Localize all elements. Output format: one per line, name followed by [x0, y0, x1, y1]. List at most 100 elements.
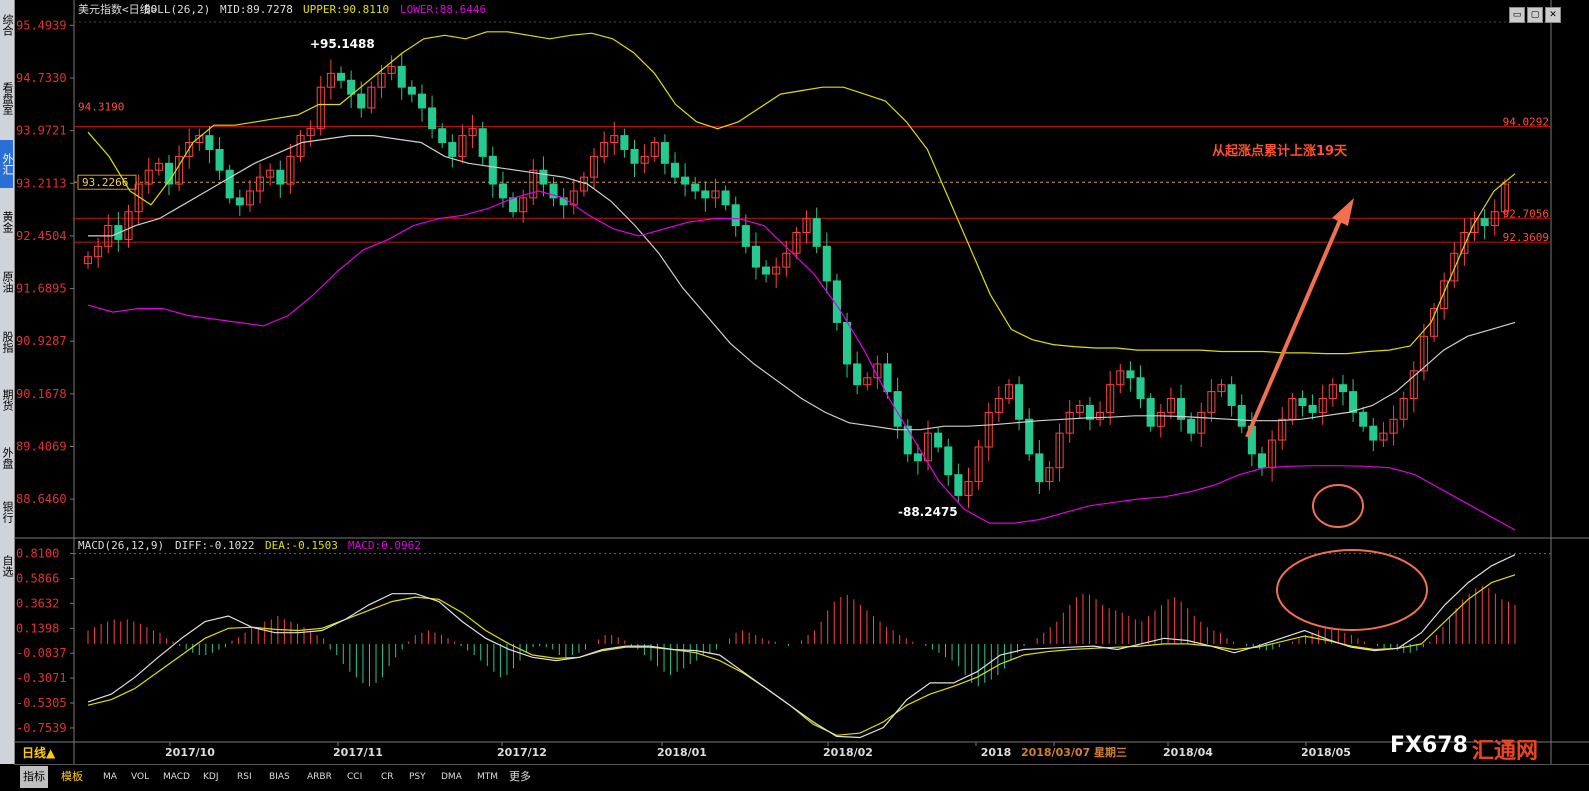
- left-tab-9[interactable]: 自选: [1, 555, 14, 577]
- candle-body: [731, 204, 740, 227]
- candle-body: [964, 481, 973, 496]
- level-label: 94.0292: [1503, 116, 1549, 129]
- left-tab-6[interactable]: 期货: [1, 389, 14, 411]
- left-tab-1[interactable]: 看盘室: [1, 81, 14, 115]
- candle-body: [1490, 211, 1499, 227]
- main-y-tick: 90.1678: [16, 387, 67, 401]
- indicator-tab-4[interactable]: MACD: [163, 772, 190, 782]
- left-tab-5[interactable]: 股指: [1, 331, 14, 353]
- indicator-tab-3[interactable]: VOL: [131, 772, 150, 782]
- indicator-tab-6[interactable]: RSI: [237, 772, 252, 782]
- maximize-icon[interactable]: ▢: [1527, 7, 1543, 23]
- indicator-tab-5[interactable]: KDJ: [203, 772, 219, 782]
- candle-body: [417, 93, 427, 109]
- macd-header-0: MACD(26,12,9): [78, 539, 164, 552]
- macd-circle: [1276, 549, 1428, 631]
- period-selector[interactable]: 日线▲: [22, 746, 56, 760]
- candle-body: [478, 128, 487, 157]
- candle-body: [883, 363, 892, 393]
- indicator-tab-13[interactable]: MTM: [477, 772, 499, 782]
- candle-body: [610, 135, 619, 144]
- candle-body: [468, 128, 477, 137]
- candle-body: [357, 93, 366, 109]
- candle-body: [741, 225, 750, 247]
- candle-body: [843, 321, 852, 365]
- candle-body: [1096, 411, 1105, 420]
- left-tab-2[interactable]: 外汇: [0, 140, 14, 188]
- close-icon[interactable]: ✕: [1545, 7, 1561, 23]
- indicator-tab-14[interactable]: 更多: [509, 770, 531, 783]
- level-label: 92.7056: [1503, 207, 1549, 220]
- left-tab-4[interactable]: 原油: [1, 271, 14, 293]
- candle-body: [549, 183, 558, 199]
- left-tab-3[interactable]: 黄金: [1, 211, 14, 233]
- left-sidebar: 综合看盘室外汇黄金原油股指期货外盘银行自选: [0, 0, 15, 764]
- candle-body: [1440, 280, 1449, 310]
- candle-body: [691, 183, 700, 192]
- indicator-tab-0[interactable]: 指标: [20, 766, 48, 788]
- left-tab-8[interactable]: 银行: [1, 501, 14, 523]
- indicator-tab-row: 指标 模板 MA VOL MACD KDJ RSI BIAS ARBR CCI CR PSY DMA MT…: [0, 764, 560, 790]
- macd-header-3: MACD:0.0962: [348, 539, 421, 552]
- logo-text: FX678: [1390, 733, 1468, 758]
- candle-body: [620, 135, 629, 150]
- level-label: 92.3609: [1503, 231, 1549, 244]
- macd-header-1: DIFF:-0.1022: [175, 539, 254, 552]
- candle-body: [1217, 384, 1226, 393]
- left-tab-7[interactable]: 外盘: [1, 447, 14, 469]
- candle-body: [751, 245, 760, 268]
- macd-dea-line: [87, 574, 1516, 736]
- x-tick: 2018/02: [823, 746, 873, 759]
- candle-body: [164, 162, 174, 185]
- rally-note: 从起涨点累计上涨19天: [1212, 143, 1348, 159]
- indicator-tab-2[interactable]: MA: [103, 772, 117, 782]
- candle-body: [1298, 398, 1307, 406]
- x-tick: 2017/12: [497, 746, 547, 759]
- candle-body: [1176, 398, 1186, 420]
- candle-body: [387, 65, 396, 74]
- indicator-tab-12[interactable]: DMA: [441, 772, 462, 782]
- candle-body: [1237, 404, 1246, 427]
- candle-body: [1318, 398, 1327, 413]
- candle-body: [1359, 411, 1368, 427]
- candle-body: [235, 197, 244, 206]
- candle-body: [1328, 384, 1337, 400]
- indicator-tab-7[interactable]: BIAS: [269, 772, 290, 782]
- indicator-tab-10[interactable]: CR: [381, 772, 394, 782]
- indicator-tab-9[interactable]: CCI: [347, 772, 363, 782]
- candle-body: [1187, 418, 1196, 434]
- candle-body: [1460, 231, 1469, 254]
- candle-body: [276, 169, 285, 185]
- candle-body: [134, 183, 143, 213]
- candle-body: [215, 148, 224, 171]
- candle-body: [256, 176, 265, 192]
- indicator-tab-1[interactable]: 模板: [61, 770, 83, 783]
- restore-icon[interactable]: ▭: [1509, 7, 1525, 23]
- left-tab-0[interactable]: 综合: [1, 14, 14, 36]
- rally-arrow-head: [1332, 198, 1354, 226]
- main-y-tick: 92.4504: [16, 229, 67, 243]
- macd-y-tick: 0.5866: [16, 571, 59, 585]
- candle-body: [1369, 425, 1378, 441]
- candle-body: [701, 190, 710, 199]
- main-y-tick: 91.6895: [16, 282, 67, 296]
- candle-body: [1015, 384, 1024, 420]
- indicator-tab-8[interactable]: ARBR: [307, 772, 332, 782]
- low-annotation: -88.2475: [898, 505, 958, 519]
- candle-body: [266, 169, 275, 178]
- main-header-1: BOLL(26,2): [144, 3, 210, 16]
- candle-body: [458, 135, 467, 157]
- candle-body: [1156, 411, 1165, 427]
- candle-body: [812, 218, 821, 247]
- candle-body: [1257, 453, 1267, 469]
- candle-body: [529, 169, 538, 199]
- candle-body: [347, 79, 356, 95]
- main-header-4: LOWER:88.6446: [400, 3, 486, 16]
- indicator-tab-11[interactable]: PSY: [409, 772, 426, 782]
- candle-body: [944, 446, 953, 476]
- main-y-tick: 94.7330: [16, 71, 67, 85]
- candle-body: [397, 65, 406, 88]
- candle-body: [377, 72, 386, 88]
- candle-body: [903, 425, 912, 455]
- candle-body: [225, 169, 234, 199]
